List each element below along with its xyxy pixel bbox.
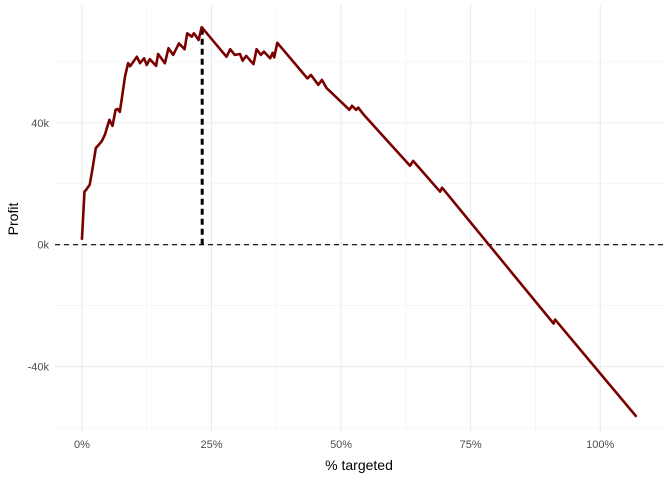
x-tick-label: 50% xyxy=(330,439,352,451)
x-tick-label: 0% xyxy=(74,439,90,451)
x-axis-title: % targeted xyxy=(325,457,393,473)
x-tick-label: 25% xyxy=(201,439,223,451)
y-axis-title: Profit xyxy=(5,203,21,236)
y-tick-label: 0k xyxy=(37,240,49,252)
x-tick-labels: 0% 25% 50% 75% 100% xyxy=(74,439,615,451)
y-tick-label: 40k xyxy=(31,118,49,130)
grid xyxy=(55,5,665,432)
y-tick-label: -40k xyxy=(28,362,50,374)
profit-line xyxy=(80,25,638,418)
x-tick-label: 75% xyxy=(460,439,482,451)
reference-lines xyxy=(55,27,665,246)
y-tick-labels: -40k 0k 40k xyxy=(28,118,50,374)
x-tick-label: 100% xyxy=(586,439,614,451)
